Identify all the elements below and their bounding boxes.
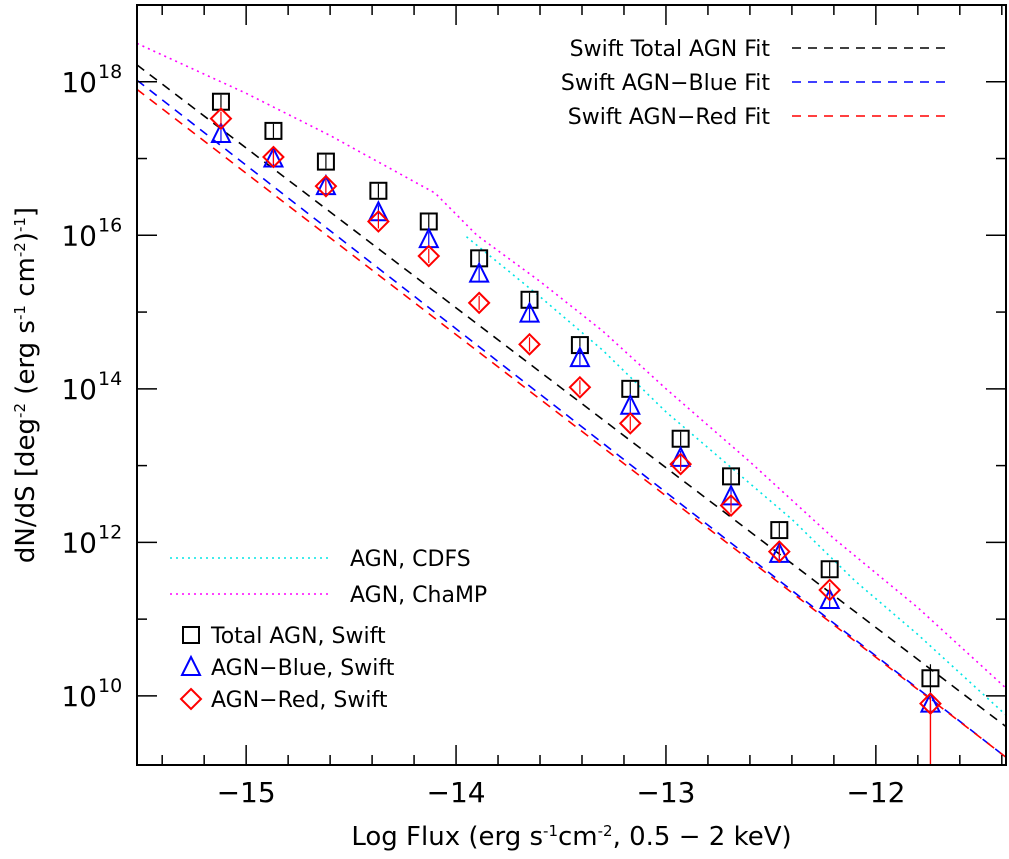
y-tick-exponent: 18	[98, 61, 122, 83]
data-point	[818, 578, 842, 602]
data-point	[210, 121, 232, 143]
data-point	[569, 345, 591, 368]
legend: Swift Total AGN Fit Swift AGN−Blue Fit Swi…	[170, 37, 950, 713]
legend-marker	[180, 654, 202, 676]
data-point	[770, 521, 789, 540]
data-point	[315, 173, 337, 196]
y-tick-exponent: 10	[98, 675, 122, 697]
fit-line-2	[137, 88, 1006, 758]
data-point	[518, 301, 541, 323]
legend-marker	[179, 687, 203, 711]
data-point	[819, 587, 841, 609]
legend-fit-label: Swift AGN−Red Fit	[568, 105, 771, 130]
x-tick-label: −14	[427, 776, 486, 809]
fit-line-0	[137, 64, 1006, 728]
legend-point-label: AGN−Blue, Swift	[211, 656, 395, 681]
x-tick-label: −12	[846, 776, 905, 809]
points-layer	[209, 92, 942, 765]
data-point	[369, 181, 388, 200]
y-tick-exponent: 16	[98, 214, 122, 236]
data-point	[366, 210, 390, 233]
data-point	[417, 244, 441, 268]
data-point	[470, 249, 489, 268]
data-point	[316, 152, 335, 171]
legend-fit-label: Swift AGN−Blue Fit	[561, 71, 770, 96]
legend-fit-label: Swift Total AGN Fit	[570, 37, 771, 62]
y-tick-label: 10	[61, 680, 97, 713]
data-point	[467, 291, 491, 315]
data-point	[468, 261, 490, 283]
x-tick-label: −13	[636, 776, 695, 809]
data-point	[314, 174, 338, 198]
lines-layer	[137, 42, 1006, 758]
legend-model-label: AGN, ChaMP	[350, 583, 487, 608]
data-point	[618, 411, 642, 435]
y-tick-exponent: 12	[98, 521, 122, 543]
legend-point-label: Total AGN, Swift	[210, 624, 386, 649]
data-point	[820, 560, 839, 579]
y-tick-exponent: 14	[98, 368, 122, 390]
model-line-0	[465, 236, 1006, 716]
ticks-layer	[137, 4, 1006, 765]
data-point	[767, 540, 791, 564]
y-tick-label: 10	[61, 373, 97, 406]
series-0	[211, 92, 940, 688]
data-point	[719, 494, 743, 517]
data-point	[669, 452, 693, 476]
series-2	[209, 107, 942, 716]
data-point	[209, 107, 233, 131]
y-axis-title: dN/dS [deg-2 (erg s-1 cm-2)-1]	[11, 207, 41, 563]
data-point	[518, 332, 541, 356]
x-axis-title: Log Flux (erg s-1cm-2, 0.5 − 2 keV)	[351, 822, 791, 852]
legend-marker	[182, 626, 200, 644]
data-point	[264, 121, 283, 140]
y-tick-label: 10	[61, 526, 97, 559]
x-tick-label: −15	[217, 776, 276, 809]
legend-model-label: AGN, CDFS	[350, 547, 471, 572]
legend-point-label: AGN−Red, Swift	[211, 688, 388, 713]
plot-frame	[136, 4, 1007, 766]
data-point	[262, 145, 285, 169]
data-point	[568, 375, 592, 399]
fit-line-1	[137, 79, 1006, 758]
y-tick-label: 10	[61, 66, 97, 99]
y-tick-label: 10	[61, 219, 97, 252]
